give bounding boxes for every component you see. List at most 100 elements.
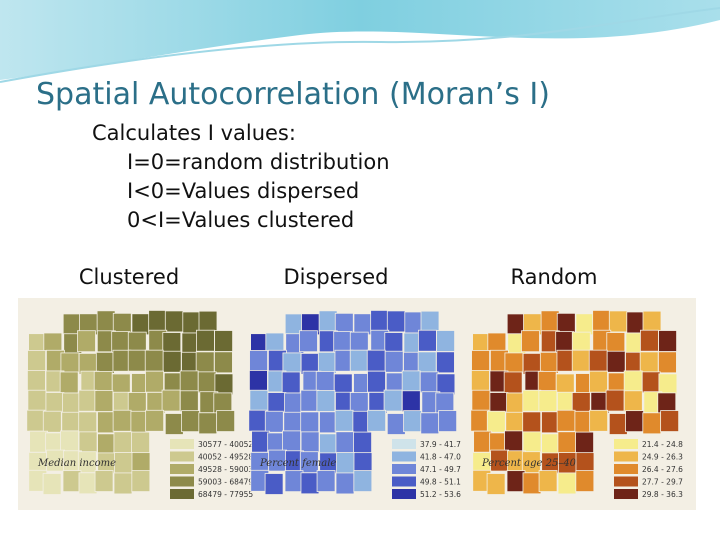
legend-label: 27.7 - 29.7 — [642, 478, 683, 487]
map-region — [575, 313, 595, 336]
map-region — [471, 350, 490, 372]
map-region — [503, 371, 523, 394]
map-region — [198, 310, 218, 333]
map-region — [522, 411, 542, 434]
map-region — [608, 310, 628, 333]
map-region — [318, 310, 338, 333]
panel-label: Dispersed — [283, 265, 388, 289]
map-region — [420, 412, 440, 435]
map-region — [353, 470, 373, 492]
item-text: 0<I=Values clustered — [127, 208, 354, 232]
map-region — [471, 370, 490, 392]
legend-swatch — [614, 451, 638, 462]
map-region — [538, 390, 558, 412]
legend-label: 40052 - 49528 — [198, 453, 253, 462]
map-region — [112, 312, 132, 335]
map-region — [639, 351, 659, 374]
map-region — [353, 313, 373, 336]
map-region — [26, 409, 46, 432]
map-region — [588, 349, 608, 372]
map-region — [27, 370, 46, 392]
map-region — [436, 330, 455, 352]
map-region — [96, 310, 116, 333]
map-region — [333, 373, 353, 396]
map-region — [214, 330, 233, 352]
map-region — [284, 392, 303, 415]
map-region — [316, 470, 336, 492]
map-region — [556, 409, 576, 432]
map-region — [538, 470, 558, 492]
map-region — [281, 371, 301, 394]
map-region — [642, 310, 662, 333]
map-region — [606, 350, 626, 373]
map-region — [658, 330, 677, 352]
map-region — [623, 390, 643, 413]
header-line — [0, 7, 720, 83]
map-region — [486, 473, 506, 495]
map-region — [335, 431, 355, 454]
legend-swatch — [170, 476, 194, 487]
map-region — [575, 431, 594, 454]
legend-label: 29.8 - 36.3 — [642, 490, 683, 499]
map-region — [506, 392, 525, 415]
map-region — [113, 472, 133, 495]
map-region — [111, 373, 131, 396]
map-region — [216, 410, 236, 432]
map-region — [419, 371, 439, 394]
map-region — [540, 310, 560, 333]
map-region — [299, 330, 318, 353]
map-region — [384, 350, 404, 373]
map-region — [197, 371, 217, 394]
legend-label: 26.4 - 27.6 — [642, 465, 683, 474]
map-region — [642, 412, 662, 435]
map-region — [605, 389, 625, 412]
map-region — [522, 389, 542, 412]
map-region — [641, 371, 661, 394]
slide-title: Spatial Autocorrelation (Moran’s I) — [36, 77, 550, 112]
map-region — [264, 473, 284, 495]
legend-swatch — [170, 489, 194, 499]
map-region — [78, 472, 98, 495]
map-region — [145, 370, 164, 393]
map-region — [267, 392, 287, 414]
map-region — [336, 452, 355, 474]
map-region — [42, 410, 62, 433]
map-region — [78, 411, 98, 434]
map-region — [571, 349, 591, 372]
map-region — [640, 329, 659, 352]
map-region — [144, 349, 164, 372]
map-region — [249, 389, 269, 412]
map-region — [522, 431, 542, 454]
map-region — [625, 410, 644, 433]
map-region — [386, 413, 406, 435]
map-region — [181, 410, 200, 433]
legend-swatch — [392, 439, 416, 449]
map-region — [537, 371, 557, 393]
map-region — [264, 410, 284, 433]
map-region — [557, 472, 577, 495]
map-region — [78, 431, 98, 454]
map-region — [418, 329, 437, 352]
legend-label: 49528 - 59003 — [198, 465, 253, 474]
map-caption: Percent age 25–40 — [481, 458, 577, 469]
map-region — [623, 370, 643, 393]
map-region — [131, 431, 150, 454]
map-region — [539, 351, 559, 374]
map-region — [417, 351, 437, 374]
map-region — [353, 431, 372, 454]
map-region — [316, 390, 336, 412]
map-region — [319, 433, 338, 456]
item-text: I=0=random distribution — [127, 150, 390, 174]
legend-swatch — [392, 476, 416, 487]
map-region — [131, 313, 151, 336]
map-region — [94, 390, 114, 412]
map-region — [214, 351, 233, 374]
header-wave — [0, 0, 720, 80]
map-region — [300, 411, 320, 434]
map-region — [283, 411, 303, 434]
panel-label: Clustered — [79, 265, 179, 289]
legend-label: 68479 - 77955 — [198, 490, 253, 499]
map-region — [179, 390, 199, 413]
map-region — [114, 452, 133, 474]
panels: Clustered 30577 - 40052 40052 - 49528 49528… — [26, 265, 683, 499]
